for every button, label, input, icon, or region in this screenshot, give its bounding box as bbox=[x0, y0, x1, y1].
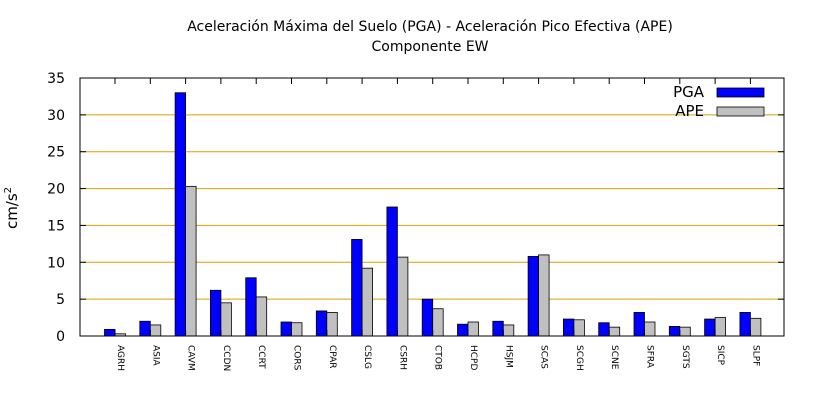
y-tick-label: 5 bbox=[56, 292, 65, 308]
bar-pga bbox=[633, 312, 645, 337]
bar-pga bbox=[704, 318, 716, 337]
bar-ape bbox=[255, 296, 268, 337]
x-tick-label: CAVM bbox=[186, 345, 196, 371]
bar-ape bbox=[220, 302, 232, 337]
bar-ape bbox=[467, 321, 479, 337]
x-tick-label: SLPF bbox=[750, 345, 760, 366]
legend-swatch-pga bbox=[716, 87, 765, 98]
bar-pga bbox=[280, 321, 292, 337]
bar-ape bbox=[502, 324, 515, 337]
bar-ape bbox=[432, 308, 444, 337]
bar-pga bbox=[139, 320, 151, 337]
bar-pga bbox=[209, 289, 222, 337]
y-axis-ticks: 0 5 10 15 20 25 30 35 bbox=[47, 71, 784, 345]
bar-pga bbox=[527, 255, 539, 337]
plot-frame bbox=[79, 77, 785, 337]
grid-lines bbox=[80, 114, 784, 300]
x-tick-label: ASIA bbox=[150, 345, 160, 367]
x-tick-label: CCDN bbox=[221, 345, 231, 371]
bar-ape bbox=[750, 317, 762, 337]
bar-ape bbox=[326, 312, 338, 337]
x-tick-label: CCRT bbox=[256, 345, 266, 369]
y-tick-label: 0 bbox=[56, 329, 65, 345]
bar-ape bbox=[679, 326, 691, 337]
bar-ape bbox=[644, 321, 656, 337]
x-tick-label: CSRH bbox=[397, 345, 407, 370]
x-tick-label: SFRA bbox=[645, 345, 655, 369]
y-tick-label: 35 bbox=[47, 71, 65, 87]
bar-pga bbox=[668, 326, 681, 337]
x-tick-label: AGRH bbox=[115, 345, 125, 371]
x-tick-label: SCGH bbox=[574, 345, 584, 371]
x-tick-label: CORS bbox=[292, 345, 302, 371]
bar-ape bbox=[361, 267, 374, 337]
legend-label-ape: APE bbox=[675, 102, 704, 120]
bar-ape bbox=[149, 324, 162, 337]
x-tick-label: SICP bbox=[715, 345, 725, 366]
bar-ape bbox=[608, 326, 621, 337]
x-tick-label: SCNE bbox=[609, 345, 619, 370]
y-tick-label: 20 bbox=[47, 182, 65, 198]
bar-ape bbox=[573, 319, 585, 337]
legend-label-pga: PGA bbox=[673, 83, 705, 101]
bar-pga bbox=[457, 323, 469, 337]
x-tick-label: CTOB bbox=[433, 345, 443, 370]
x-tick-label: CPAR bbox=[327, 345, 337, 369]
chart-title: Aceleración Máxima del Suelo (PGA) - Ace… bbox=[187, 19, 673, 35]
bar-ape bbox=[291, 322, 303, 337]
bar-pga bbox=[351, 239, 363, 337]
y-axis-label: cm/s2 bbox=[3, 187, 21, 229]
bars bbox=[104, 92, 762, 337]
x-tick-label: HSJM bbox=[503, 345, 513, 368]
bar-pga bbox=[492, 320, 504, 337]
bar-ape bbox=[185, 185, 197, 337]
x-tick-label: SCAS bbox=[539, 345, 549, 369]
x-tick-label: SGTS bbox=[680, 345, 690, 369]
y-axis-label-unit: cm/s bbox=[3, 193, 21, 229]
y-tick-label: 10 bbox=[47, 255, 65, 271]
x-tick-label: CSLG bbox=[362, 345, 372, 369]
x-tick-label: HCPD bbox=[468, 345, 478, 370]
x-axis-ticks: AGRH ASIA CAVM CCDN CCRT CORS CPAR CSLG CSRH CTOB… bbox=[114, 78, 760, 371]
y-axis-label-exponent: 2 bbox=[3, 187, 14, 193]
bar-pga bbox=[563, 318, 575, 337]
y-tick-label: 25 bbox=[47, 145, 65, 161]
bar-pga bbox=[386, 206, 398, 337]
bar-pga bbox=[598, 322, 610, 337]
bar-ape bbox=[396, 256, 409, 337]
y-tick-label: 30 bbox=[47, 108, 65, 124]
bar-ape bbox=[714, 317, 726, 337]
chart-subtitle: Componente EW bbox=[371, 39, 488, 55]
bar-pga bbox=[739, 312, 751, 337]
bar-ape bbox=[538, 254, 550, 337]
bar-pga bbox=[315, 310, 328, 337]
bar-pga bbox=[245, 277, 257, 337]
bar-pga bbox=[174, 92, 187, 337]
y-tick-label: 15 bbox=[47, 218, 65, 234]
legend-swatch-ape bbox=[716, 106, 765, 117]
bar-pga bbox=[421, 298, 434, 337]
bar-pga bbox=[104, 328, 116, 337]
